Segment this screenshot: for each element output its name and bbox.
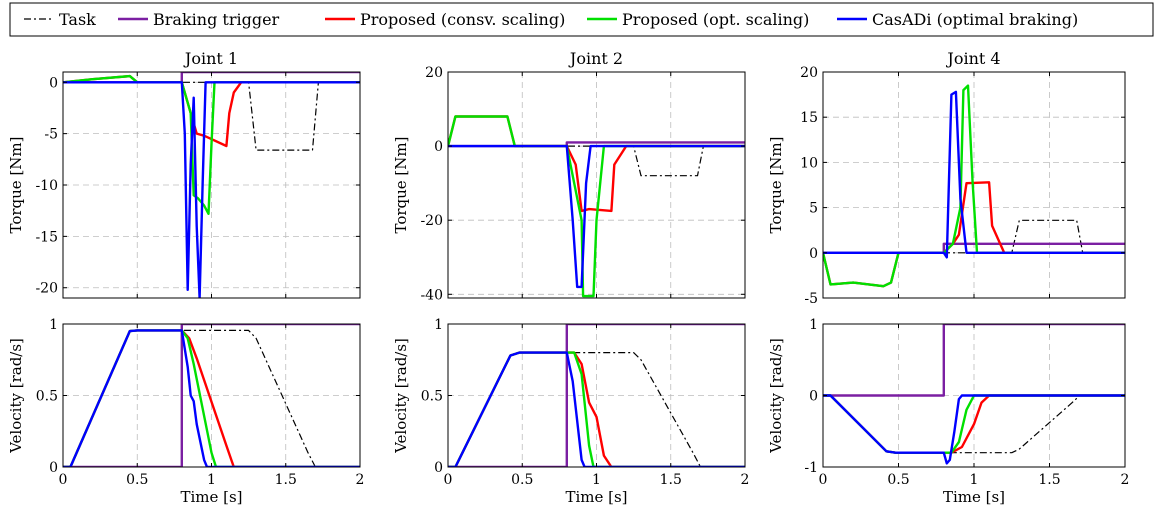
- y-tick-label: 15: [800, 110, 818, 126]
- series-line-casadi-optimal-braking: [448, 144, 745, 289]
- series-group: [63, 324, 360, 467]
- x-axis-label: Time [s]: [943, 488, 1005, 506]
- x-tick-label: 2: [356, 472, 365, 488]
- y-tick-label: 0: [49, 460, 58, 476]
- series-line-casadi-optimal-braking: [63, 81, 360, 298]
- legend-label: CasADi (optimal braking): [872, 10, 1078, 29]
- legend-label: Braking trigger: [153, 10, 280, 29]
- y-tick-label: 0: [434, 460, 443, 476]
- y-tick-label: 0: [49, 75, 58, 91]
- series-group: [823, 324, 1125, 465]
- y-tick-label: -5: [44, 127, 58, 143]
- y-tick-label: -15: [35, 229, 58, 245]
- x-tick-label: 1: [207, 472, 216, 488]
- y-tick-label: 20: [800, 65, 818, 81]
- series-line-casadi-optimal-braking: [823, 394, 1125, 465]
- x-tick-label: 1: [592, 472, 601, 488]
- x-tick-label: 1.5: [1038, 472, 1060, 488]
- y-tick-label: 1: [809, 317, 818, 333]
- series-line-braking-trigger: [63, 324, 360, 467]
- x-tick-label: 0.5: [887, 472, 909, 488]
- x-axis-label: Time [s]: [565, 488, 627, 506]
- legend-entry-casadi-optimal-braking: CasADi (optimal braking): [837, 10, 1078, 29]
- legend-entry-braking-trigger: Braking trigger: [118, 10, 280, 29]
- panel-title: Joint 4: [945, 49, 1000, 68]
- panel-title: Joint 1: [183, 49, 238, 68]
- y-tick-label: 0: [434, 139, 443, 155]
- panel-title: Joint 2: [568, 49, 623, 68]
- y-tick-label: 20: [425, 65, 443, 81]
- series-line-braking-trigger: [823, 324, 1125, 397]
- series-line-casadi-optimal-braking: [63, 329, 360, 467]
- x-tick-label: 1: [970, 472, 979, 488]
- x-tick-label: 1.5: [660, 472, 682, 488]
- y-axis-label: Torque [Nm]: [7, 136, 25, 233]
- y-tick-label: -10: [35, 178, 58, 194]
- y-axis-label: Velocity [rad/s]: [392, 338, 410, 454]
- legend-label: Proposed (opt. scaling): [622, 10, 809, 29]
- x-tick-label: 0.5: [126, 472, 148, 488]
- legend-box: [9, 2, 1154, 37]
- y-tick-label: 5: [809, 201, 818, 217]
- x-tick-label: 0.5: [511, 472, 533, 488]
- x-tick-label: 1.5: [275, 472, 297, 488]
- series-line-proposed-opt-scaling: [823, 84, 1125, 288]
- y-tick-label: -5: [804, 291, 818, 307]
- y-axis-label: Torque [Nm]: [767, 136, 785, 233]
- y-axis-label: Velocity [rad/s]: [7, 338, 25, 454]
- y-tick-label: 0.5: [421, 389, 443, 405]
- y-tick-label: 0: [809, 389, 818, 405]
- series-group: [448, 115, 745, 298]
- chart-panel-1: -20 -15 -10 -5 0 Joint 1 Torque [Nm]: [7, 49, 361, 299]
- x-tick-label: 0: [59, 472, 68, 488]
- y-tick-label: -40: [420, 287, 443, 303]
- y-tick-label: 1: [49, 317, 58, 333]
- y-tick-label: 10: [800, 155, 818, 171]
- x-tick-label: 2: [741, 472, 750, 488]
- legend-entry-task: Task: [24, 10, 96, 29]
- y-axis-label: Torque [Nm]: [392, 136, 410, 233]
- legend-entry-proposed-opt-scaling: Proposed (opt. scaling): [587, 10, 809, 29]
- legend-entry-proposed-consv-scaling: Proposed (consv. scaling): [325, 10, 565, 29]
- y-tick-label: 0.5: [36, 389, 58, 405]
- series-line-casadi-optimal-braking: [448, 351, 745, 467]
- series-group: [63, 72, 360, 298]
- y-axis-label: Velocity [rad/s]: [767, 338, 785, 454]
- series-line-casadi-optimal-braking: [823, 90, 1125, 259]
- x-tick-label: 2: [1121, 472, 1130, 488]
- series-group: [448, 324, 745, 467]
- legend-label: Task: [59, 10, 96, 29]
- chart-panel-2: -40 -20 0 20 Joint 2 Torque [Nm]: [392, 49, 746, 303]
- legend: Task Braking trigger Proposed (consv. scal…: [9, 2, 1154, 37]
- series-group: [823, 84, 1125, 288]
- x-tick-label: 0: [444, 472, 453, 488]
- y-tick-label: 0: [809, 246, 818, 262]
- chart-panel-3: -5 0 5 10 15 20 Joint 4 Torque [Nm]: [767, 49, 1126, 307]
- x-axis-label: Time [s]: [180, 488, 242, 506]
- series-line-proposed-opt-scaling: [63, 74, 360, 216]
- series-line-proposed-opt-scaling: [448, 115, 745, 298]
- series-line-braking-trigger: [448, 324, 745, 467]
- y-tick-label: -20: [35, 281, 58, 297]
- x-tick-label: 0: [819, 472, 828, 488]
- y-tick-label: -1: [804, 460, 818, 476]
- y-tick-label: -20: [420, 213, 443, 229]
- y-tick-label: 1: [434, 317, 443, 333]
- legend-label: Proposed (consv. scaling): [360, 10, 565, 29]
